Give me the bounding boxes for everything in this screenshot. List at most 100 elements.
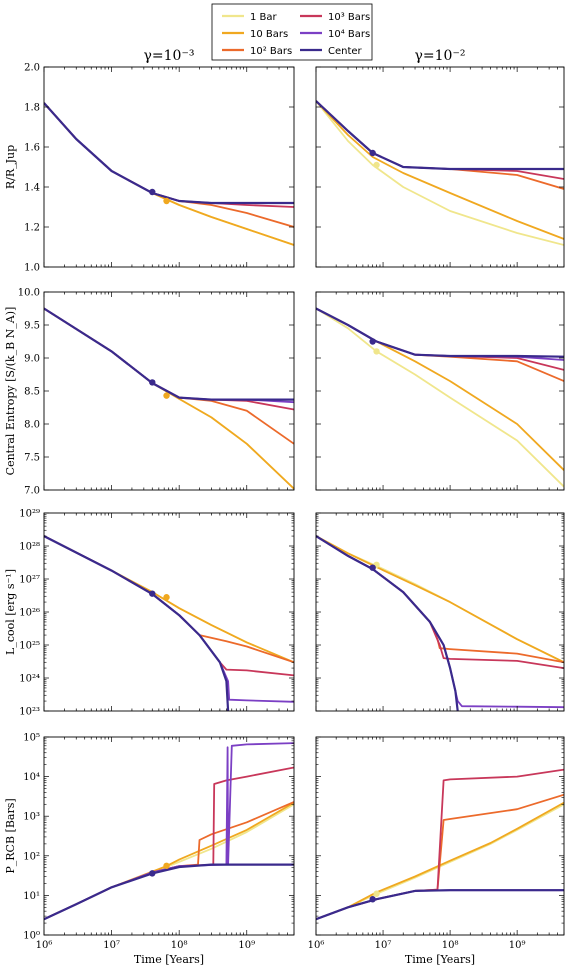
series-line-5	[316, 307, 564, 358]
series-line-0	[316, 100, 564, 246]
y-tick-label: 10²⁶	[19, 608, 40, 619]
series-line-1	[316, 100, 564, 240]
series-group	[316, 535, 564, 711]
series-line-1	[316, 535, 564, 664]
series-group	[44, 742, 294, 921]
axes-frame	[315, 512, 565, 712]
x-tick-label: 10⁶	[308, 940, 325, 951]
y-tick-label: 1.4	[24, 183, 40, 194]
axes-frame	[43, 66, 295, 268]
panel-r1c1	[315, 291, 565, 491]
y-axis-label: P_RCB [Bars]	[4, 798, 17, 873]
panel-r2c1	[315, 512, 565, 712]
x-tick-label: 10⁸	[442, 940, 459, 951]
y-axis-label: Central Entropy [S/(k_B N_A)]	[4, 307, 17, 476]
y-tick-label: 1.8	[24, 103, 40, 114]
y-tick-label: 10⁰	[23, 931, 40, 942]
series-line-5	[316, 535, 459, 711]
marker-point-1	[149, 188, 156, 196]
axes-frame	[315, 66, 565, 268]
series-line-5	[44, 102, 294, 205]
y-tick-label: 10²	[23, 851, 40, 862]
y-tick-label: 10²⁷	[19, 575, 40, 586]
marker-point-0	[163, 197, 170, 205]
y-tick-label: 7.0	[24, 486, 40, 497]
marker-point-0	[163, 392, 170, 399]
marker-point-1	[149, 870, 156, 877]
y-tick-label: 8.5	[24, 387, 40, 398]
column-titles: γ=10⁻³ γ=10⁻²	[144, 48, 466, 64]
legend-label: 10⁴ Bars	[328, 29, 370, 40]
y-tick-label: 1.6	[24, 143, 40, 154]
y-tick-label: 1.0	[24, 263, 40, 274]
series-line-2	[44, 307, 294, 445]
y-tick-label: 2.0	[24, 63, 40, 74]
y-tick-label: 10⁴	[23, 772, 40, 783]
legend-label: 10 Bars	[250, 29, 288, 40]
marker-point-1	[149, 590, 156, 597]
series-line-1	[44, 102, 294, 246]
marker-point-1	[369, 338, 376, 345]
y-tick-label: 10²⁸	[19, 542, 40, 553]
series-line-3	[44, 102, 294, 208]
series-line-5	[44, 535, 230, 711]
y-tick-label: 10³	[23, 812, 40, 823]
marker-point-0	[373, 161, 380, 169]
marker-point-0	[373, 348, 380, 355]
y-tick-label: 10²⁹	[19, 509, 40, 520]
axes-frame	[43, 512, 295, 712]
series-line-3	[316, 307, 564, 371]
y-tick-label: 7.5	[24, 453, 40, 464]
series-group	[44, 535, 294, 711]
x-tick-label: 10⁸	[171, 940, 188, 951]
series-line-4	[44, 307, 294, 404]
y-tick-label: 10²⁵	[19, 641, 40, 652]
column-title: γ=10⁻²	[415, 48, 466, 64]
legend-label: 10² Bars	[250, 46, 292, 57]
series-line-0	[316, 307, 564, 488]
series-group	[316, 100, 564, 246]
y-tick-label: 10⁵	[23, 733, 40, 744]
legend-label: 10³ Bars	[328, 12, 370, 23]
y-tick-label: 10²⁴	[19, 674, 40, 685]
marker-point-1	[369, 564, 376, 571]
series-line-3	[44, 766, 294, 921]
panel-r3c1: 10⁶ 10⁷ 10⁸ 10⁹ Time [Years]	[308, 736, 565, 966]
legend: 1 Bar 10 Bars 10² Bars 10³ Bars 10⁴ Bars Cent…	[211, 3, 373, 61]
panel-r2c0: 10²³ 10²⁴ 10²⁵ 10²⁶ 10²⁷ 10²⁸ 10²⁹ L_cool [erg …	[4, 509, 295, 718]
panels: 1.0 1.2 1.4 1.6 1.8 2.0 R/R_Jup 7.0 7.5 8.0 8.5 9.0…	[4, 63, 565, 966]
legend-label: 1 Bar	[250, 12, 278, 23]
axes-frame	[43, 736, 295, 936]
series-line-2	[316, 307, 564, 382]
x-tick-label: 10⁹	[509, 940, 526, 951]
marker-point-1	[149, 379, 156, 386]
y-tick-label: 1.2	[24, 223, 40, 234]
x-axis-label: Time [Years]	[405, 953, 475, 966]
marker-point-1	[369, 149, 376, 157]
x-tick-label: 10⁶	[36, 940, 53, 951]
series-line-0	[44, 102, 294, 246]
series-line-5	[316, 889, 564, 921]
series-line-4	[44, 535, 294, 703]
series-line-5	[316, 100, 564, 171]
series-line-4	[316, 307, 564, 361]
marker-point-1	[369, 896, 376, 903]
series-group	[316, 768, 564, 921]
series-line-3	[316, 768, 564, 921]
series-line-4	[44, 102, 294, 204]
y-axis-label: R/R_Jup	[4, 145, 17, 189]
panel-r0c1	[315, 66, 565, 268]
series-line-4	[316, 535, 564, 709]
series-group	[44, 307, 294, 490]
panel-r0c0: 1.0 1.2 1.4 1.6 1.8 2.0 R/R_Jup	[4, 63, 295, 274]
series-line-3	[44, 535, 294, 677]
series-group	[316, 307, 564, 488]
y-tick-label: 10¹	[23, 891, 40, 902]
y-tick-label: 9.5	[24, 321, 40, 332]
y-tick-label: 9.0	[24, 354, 40, 365]
legend-label: Center	[328, 46, 363, 57]
series-group	[44, 102, 294, 246]
y-tick-label: 8.0	[24, 420, 40, 431]
